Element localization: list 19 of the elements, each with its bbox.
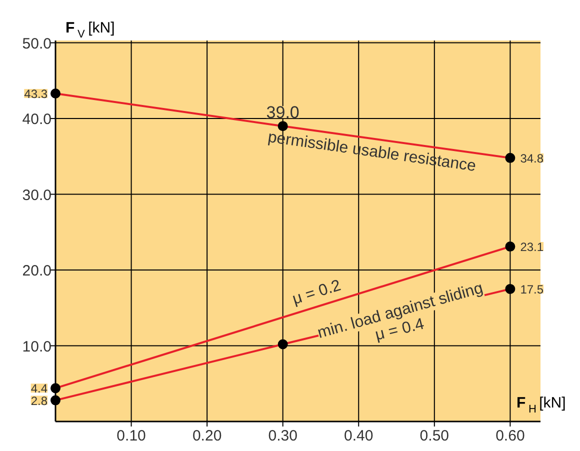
x-tick-label: 0.30 [268, 428, 298, 444]
text: permissible usable resistance [266, 128, 478, 176]
data-label: 17.5 [520, 282, 544, 296]
y-tick-label: 10.0 [22, 338, 52, 356]
y-tick-label: 30.0 [22, 186, 52, 204]
data-label: 34.8 [520, 151, 544, 166]
y-tick-label: 20.0 [22, 262, 52, 280]
y-tick-label: 40.0 [22, 111, 52, 128]
data-label: 43.3 [24, 87, 48, 102]
x-tick-label: 0.50 [420, 428, 450, 444]
data-label: 23.1 [520, 240, 544, 254]
y-tick-label: 50.0 [22, 35, 52, 52]
x-tick-label: 0.40 [344, 428, 374, 444]
data-label: 39.0 [266, 103, 300, 122]
x-tick-label: 0.10 [116, 428, 146, 444]
data-label: 4.4 [30, 382, 48, 396]
data-label: 2.8 [30, 394, 48, 408]
x-tick-label: 0.60 [496, 428, 525, 444]
x-tick-label: 0.20 [192, 428, 222, 444]
